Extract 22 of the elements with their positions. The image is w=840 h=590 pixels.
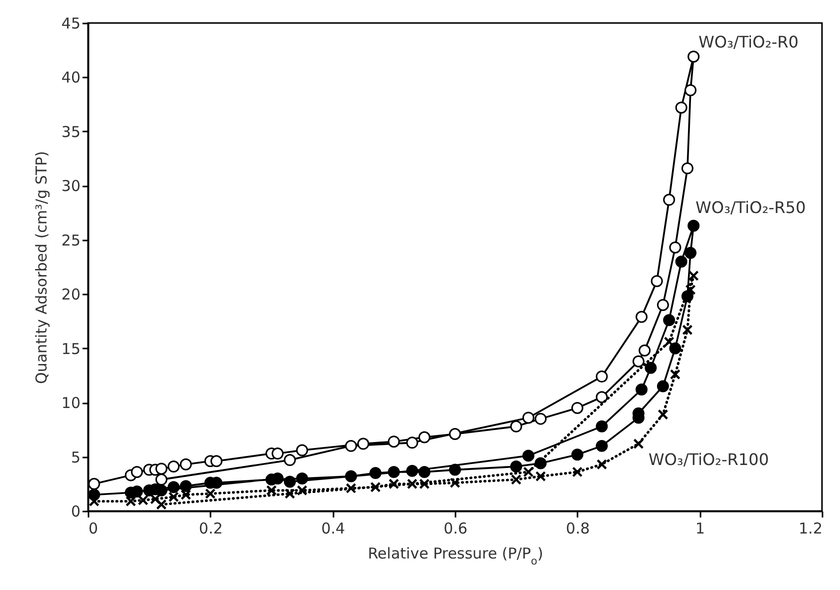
- y-tick-label: 0: [70, 502, 80, 520]
- y-tick-label: 5: [70, 448, 80, 466]
- x-tick-label: 1.2: [798, 520, 822, 538]
- y-tick-label: 25: [61, 231, 80, 250]
- series-label: WO₃/TiO₂-R50: [696, 198, 806, 217]
- series-label: WO₃/TiO₂-R100: [648, 450, 769, 469]
- x-tick-label: 0: [88, 520, 98, 538]
- x-tick-label: 0.2: [198, 520, 223, 538]
- y-tick-label: 40: [61, 68, 80, 87]
- y-tick-label: 20: [61, 286, 80, 304]
- y-tick-label: 15: [61, 340, 80, 358]
- x-tick-label: 1: [695, 520, 705, 538]
- x-tick-label: 0.4: [321, 520, 346, 538]
- series-label: WO₃/TiO₂-R0: [698, 32, 799, 52]
- y-tick-label: 30: [61, 177, 80, 196]
- y-tick-label: 10: [61, 394, 80, 412]
- y-axis-title: Quantity Adsorbed (cm³/g STP): [32, 151, 50, 384]
- x-tick-label: 0.6: [444, 520, 468, 538]
- x-tick-label: 0.8: [566, 520, 590, 538]
- y-tick-label: 35: [61, 122, 80, 141]
- x-axis-title: Relative Pressure (P/P$_{o}$): [368, 544, 544, 568]
- y-tick-label: 45: [61, 14, 80, 32]
